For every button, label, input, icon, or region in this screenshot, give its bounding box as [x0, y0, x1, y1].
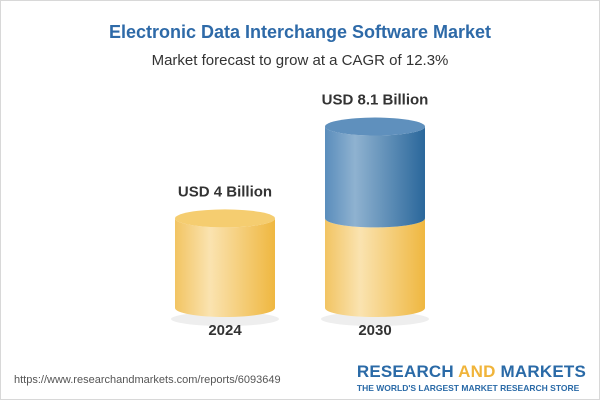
chart-subtitle: Market forecast to grow at a CAGR of 12.…: [151, 52, 449, 69]
research-and-markets-logo: RESEARCH AND MARKETS THE WORLD'S LARGEST…: [357, 362, 586, 393]
cylinder-2024-top: [175, 209, 275, 228]
cylinder-2030-base-body: [325, 218, 425, 317]
chart-title: Electronic Data Interchange Software Mar…: [108, 22, 492, 42]
cylinder-2030-growth-top: [325, 117, 425, 136]
cylinder-2030-growth-body: [325, 126, 425, 228]
logo-text: MARKETS: [495, 362, 586, 381]
data-label: USD 4 Billion: [178, 183, 272, 200]
x-tick-label: 2030: [358, 322, 391, 339]
data-label: USD 8.1 Billion: [322, 92, 429, 109]
logo-text: RESEARCH: [356, 362, 459, 381]
cylinder-2024-body: [175, 218, 275, 317]
logo-tagline: THE WORLD'S LARGEST MARKET RESEARCH STOR…: [356, 383, 580, 393]
logo-text-and: AND: [458, 362, 496, 381]
source-url[interactable]: https://www.researchandmarkets.com/repor…: [14, 374, 281, 386]
x-tick-label: 2024: [208, 322, 242, 339]
